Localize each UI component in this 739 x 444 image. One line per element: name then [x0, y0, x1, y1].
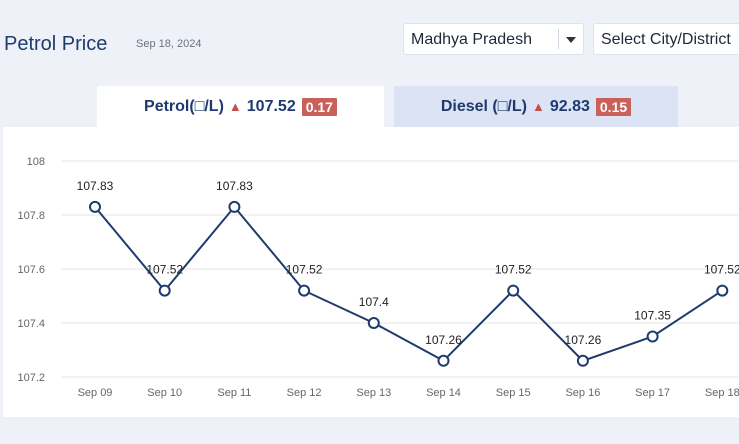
state-select[interactable]: Madhya Pradesh [403, 23, 584, 55]
data-point [158, 284, 171, 297]
data-label: 107.26 [565, 333, 602, 347]
tab-petrol-price: 107.52 [246, 97, 296, 115]
tab-diesel-price: 92.83 [549, 97, 590, 115]
x-tick-label: Sep 13 [356, 387, 391, 399]
x-tick-label: Sep 17 [635, 387, 670, 399]
bottom-strip [0, 417, 739, 444]
y-tick-label: 107.4 [17, 318, 45, 330]
tab-diesel-label: Diesel (□/L) [440, 97, 527, 115]
y-tick-label: 107.6 [17, 264, 45, 276]
tab-diesel-change-badge: 0.15 [595, 97, 632, 116]
data-label: 107.35 [634, 309, 671, 323]
city-select[interactable]: Select City/District [593, 23, 739, 55]
data-point [367, 317, 380, 329]
y-tick-label: 108 [27, 156, 45, 168]
data-label: 107.26 [425, 333, 462, 347]
chart-card: 107.2 107.4 107.6 107.8 108 Sep 09 Sep 10 Sep 1… [3, 127, 739, 417]
tab-petrol-label: Petrol(□/L) [144, 97, 224, 115]
data-point [576, 354, 589, 367]
data-point [298, 284, 311, 297]
data-label: 107.52 [286, 263, 323, 277]
x-tick-label: Sep 11 [217, 387, 251, 399]
price-up-icon: ▲ [531, 99, 545, 114]
data-point [437, 354, 450, 367]
x-tick-label: Sep 14 [426, 387, 461, 399]
x-tick-label: Sep 15 [496, 387, 531, 399]
tab-petrol[interactable]: Petrol(□/L) ▲ 107.52 0.17 [97, 86, 384, 127]
x-tick-label: Sep 18 [705, 387, 739, 399]
price-up-icon: ▲ [228, 99, 242, 114]
select-divider [558, 29, 559, 49]
header: Petrol Price Sep 18, 2024 Madhya Pradesh… [0, 0, 739, 80]
city-select-label: Select City/District [601, 31, 731, 48]
data-point [89, 200, 101, 213]
tab-diesel[interactable]: Diesel (□/L) ▲ 92.83 0.15 [394, 86, 678, 127]
series-line [94, 205, 723, 363]
x-tick-label: Sep 09 [78, 387, 113, 399]
data-point [716, 284, 729, 297]
data-label: 107.52 [704, 263, 739, 277]
data-point [228, 200, 241, 213]
page-date: Sep 18, 2024 [136, 38, 202, 50]
state-select-label: Madhya Pradesh [411, 31, 532, 48]
data-point [507, 284, 520, 297]
data-label: 107.4 [359, 295, 389, 309]
tab-petrol-change-badge: 0.17 [301, 97, 337, 116]
price-line-chart: 107.2 107.4 107.6 107.8 108 Sep 09 Sep 10 Sep 1… [17, 156, 739, 399]
data-label: 107.83 [216, 179, 253, 193]
data-label: 107.52 [495, 263, 532, 277]
data-label: 107.52 [146, 263, 183, 277]
y-tick-label: 107.2 [17, 372, 45, 384]
data-point [646, 330, 659, 343]
x-tick-label: Sep 12 [287, 387, 322, 399]
x-tick-label: Sep 16 [565, 387, 600, 399]
chevron-down-icon[interactable] [566, 37, 576, 43]
data-label: 107.83 [77, 179, 114, 193]
page-title: Petrol Price [4, 33, 108, 55]
y-tick-label: 107.8 [17, 210, 45, 222]
x-tick-label: Sep 10 [147, 387, 182, 399]
